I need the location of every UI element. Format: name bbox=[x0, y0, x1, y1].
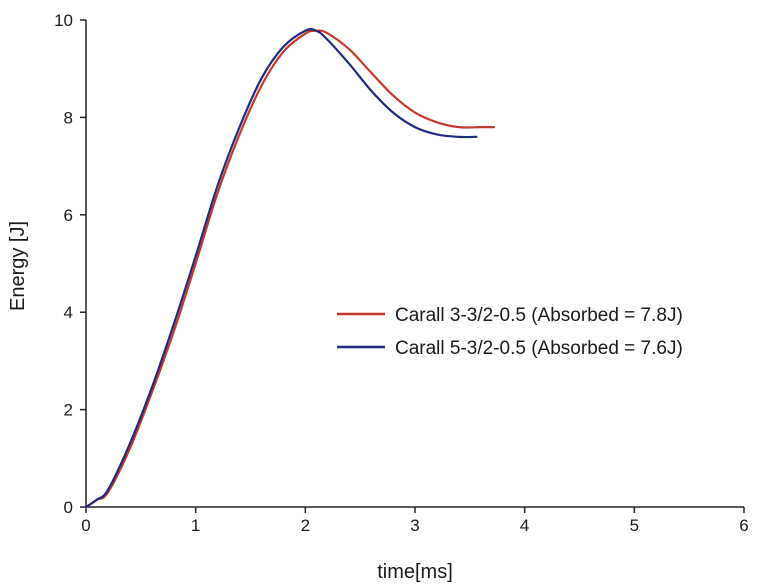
y-axis-label: Energy [J] bbox=[7, 221, 29, 311]
series-layer bbox=[84, 28, 496, 509]
x-tick-label: 3 bbox=[410, 516, 419, 535]
y-tick-label: 6 bbox=[64, 206, 73, 225]
series-line-1 bbox=[84, 29, 496, 509]
x-tick-label: 5 bbox=[630, 516, 639, 535]
legend-label-1: Carall 3-3/2-0.5 (Absorbed = 7.8J) bbox=[395, 305, 683, 326]
y-tick-label: 8 bbox=[64, 108, 73, 127]
x-tick-label: 4 bbox=[520, 516, 529, 535]
x-tick-label: 2 bbox=[301, 516, 310, 535]
y-tick-label: 4 bbox=[64, 303, 73, 322]
legend: Carall 3-3/2-0.5 (Absorbed = 7.8J) Carall… bbox=[337, 305, 683, 359]
x-tick-label: 6 bbox=[739, 516, 748, 535]
legend-label-2: Carall 5-3/2-0.5 (Absorbed = 7.6J) bbox=[395, 338, 683, 359]
x-tick-label: 1 bbox=[191, 516, 200, 535]
x-tick-label: 0 bbox=[81, 516, 90, 535]
axes: 0 1 2 3 4 5 6 0 2 4 6 8 10 bbox=[54, 11, 749, 535]
y-tick-label: 2 bbox=[64, 401, 73, 420]
y-tick-label: 10 bbox=[54, 11, 73, 30]
x-axis-label: time[ms] bbox=[377, 561, 453, 583]
series-line-2 bbox=[84, 28, 478, 509]
y-tick-label: 0 bbox=[64, 498, 73, 517]
